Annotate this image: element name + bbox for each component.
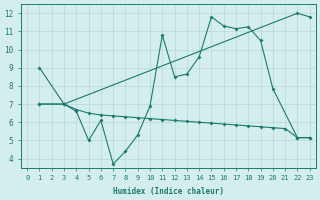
X-axis label: Humidex (Indice chaleur): Humidex (Indice chaleur) [113,187,224,196]
